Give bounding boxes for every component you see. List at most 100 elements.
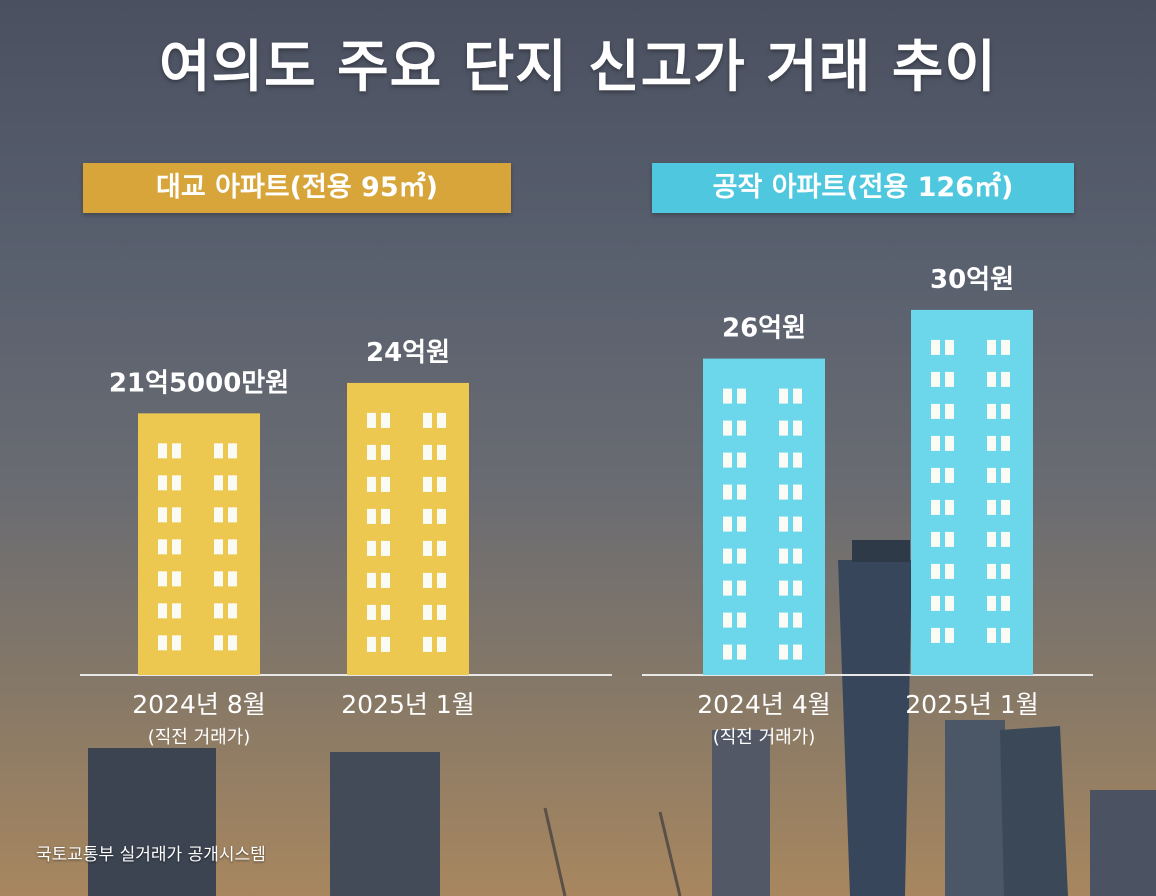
window-mark (423, 508, 432, 524)
window-mark (158, 571, 167, 587)
window-mark (723, 644, 732, 660)
window-mark (987, 403, 996, 419)
window-mark (987, 435, 996, 451)
category-label: 2024년 8월 (132, 690, 265, 719)
window-mark (931, 435, 940, 451)
window-mark (437, 444, 446, 460)
window-mark (1001, 371, 1010, 387)
window-mark (214, 539, 223, 555)
window-mark (437, 604, 446, 620)
window-mark (793, 612, 802, 628)
window-mark (737, 388, 746, 404)
window-mark (1001, 499, 1010, 515)
window-mark (1001, 339, 1010, 355)
background-building (330, 752, 440, 896)
window-mark (1001, 435, 1010, 451)
window-mark (423, 540, 432, 556)
window-mark (172, 539, 181, 555)
bar (138, 413, 260, 675)
window-mark (945, 563, 954, 579)
window-mark (779, 484, 788, 500)
window-mark (723, 612, 732, 628)
window-mark (423, 444, 432, 460)
window-mark (423, 572, 432, 588)
window-mark (779, 388, 788, 404)
window-mark (228, 443, 237, 459)
window-mark (723, 420, 732, 436)
window-mark (737, 484, 746, 500)
window-mark (931, 499, 940, 515)
window-mark (793, 580, 802, 596)
window-mark (779, 516, 788, 532)
window-mark (437, 476, 446, 492)
category-label: 2025년 1월 (341, 690, 474, 719)
window-mark (1001, 563, 1010, 579)
window-mark (779, 420, 788, 436)
window-mark (931, 595, 940, 611)
background-crane (658, 811, 682, 896)
bar (347, 382, 469, 675)
window-mark (723, 516, 732, 532)
window-mark (737, 516, 746, 532)
window-mark (367, 476, 376, 492)
window-mark (779, 548, 788, 564)
window-mark (381, 572, 390, 588)
background-tower-top (852, 540, 910, 562)
data-label: 26억원 (722, 314, 806, 344)
window-mark (367, 412, 376, 428)
window-mark (793, 420, 802, 436)
window-mark (172, 443, 181, 459)
window-mark (723, 452, 732, 468)
window-mark (723, 580, 732, 596)
window-mark (1001, 595, 1010, 611)
window-mark (381, 412, 390, 428)
window-mark (723, 548, 732, 564)
window-mark (793, 452, 802, 468)
window-mark (367, 508, 376, 524)
window-mark (172, 475, 181, 491)
window-mark (437, 572, 446, 588)
window-mark (793, 548, 802, 564)
source-note: 국토교통부 실거래가 공개시스템 (36, 845, 266, 865)
window-mark (172, 635, 181, 651)
background-building (1090, 790, 1156, 896)
window-mark (987, 371, 996, 387)
window-mark (931, 371, 940, 387)
window-mark (931, 467, 940, 483)
window-mark (158, 507, 167, 523)
window-mark (931, 403, 940, 419)
window-mark (723, 484, 732, 500)
window-mark (214, 635, 223, 651)
window-mark (987, 499, 996, 515)
window-mark (779, 580, 788, 596)
background-tower (838, 560, 912, 896)
data-label: 21억5000만원 (109, 368, 289, 398)
window-mark (437, 636, 446, 652)
window-mark (945, 339, 954, 355)
window-mark (381, 604, 390, 620)
window-mark (423, 604, 432, 620)
page-title: 여의도 주요 단지 신고가 거래 추이 (159, 35, 997, 100)
window-mark (779, 644, 788, 660)
category-label: 2024년 4월 (697, 690, 830, 719)
window-mark (381, 540, 390, 556)
window-mark (158, 539, 167, 555)
window-mark (367, 604, 376, 620)
background-building (1000, 726, 1068, 896)
window-mark (987, 627, 996, 643)
window-mark (987, 563, 996, 579)
window-mark (931, 563, 940, 579)
window-mark (214, 443, 223, 459)
window-mark (945, 435, 954, 451)
bar (911, 309, 1033, 675)
background-crane (543, 807, 567, 896)
window-mark (158, 603, 167, 619)
window-mark (779, 452, 788, 468)
window-mark (945, 531, 954, 547)
window-mark (423, 476, 432, 492)
window-mark (437, 508, 446, 524)
window-mark (737, 452, 746, 468)
window-mark (987, 595, 996, 611)
window-mark (737, 644, 746, 660)
